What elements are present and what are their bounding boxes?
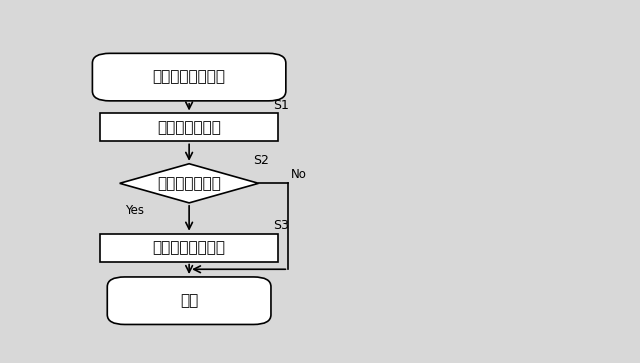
Text: S1: S1 — [273, 99, 289, 112]
Text: 終了: 終了 — [180, 293, 198, 308]
Polygon shape — [120, 164, 259, 203]
Text: S2: S2 — [253, 154, 269, 167]
Text: No: No — [291, 167, 307, 180]
Text: S3: S3 — [273, 219, 289, 232]
Bar — [100, 114, 278, 142]
Text: 状態変化あり？: 状態変化あり？ — [157, 176, 221, 191]
Text: 検出結果の取得: 検出結果の取得 — [157, 120, 221, 135]
Bar — [100, 234, 278, 262]
FancyBboxPatch shape — [92, 53, 286, 101]
Text: 状態変化解析処理: 状態変化解析処理 — [152, 240, 226, 255]
Text: Yes: Yes — [125, 204, 143, 217]
FancyBboxPatch shape — [108, 277, 271, 325]
Text: 状態変化判定処理: 状態変化判定処理 — [152, 70, 226, 85]
